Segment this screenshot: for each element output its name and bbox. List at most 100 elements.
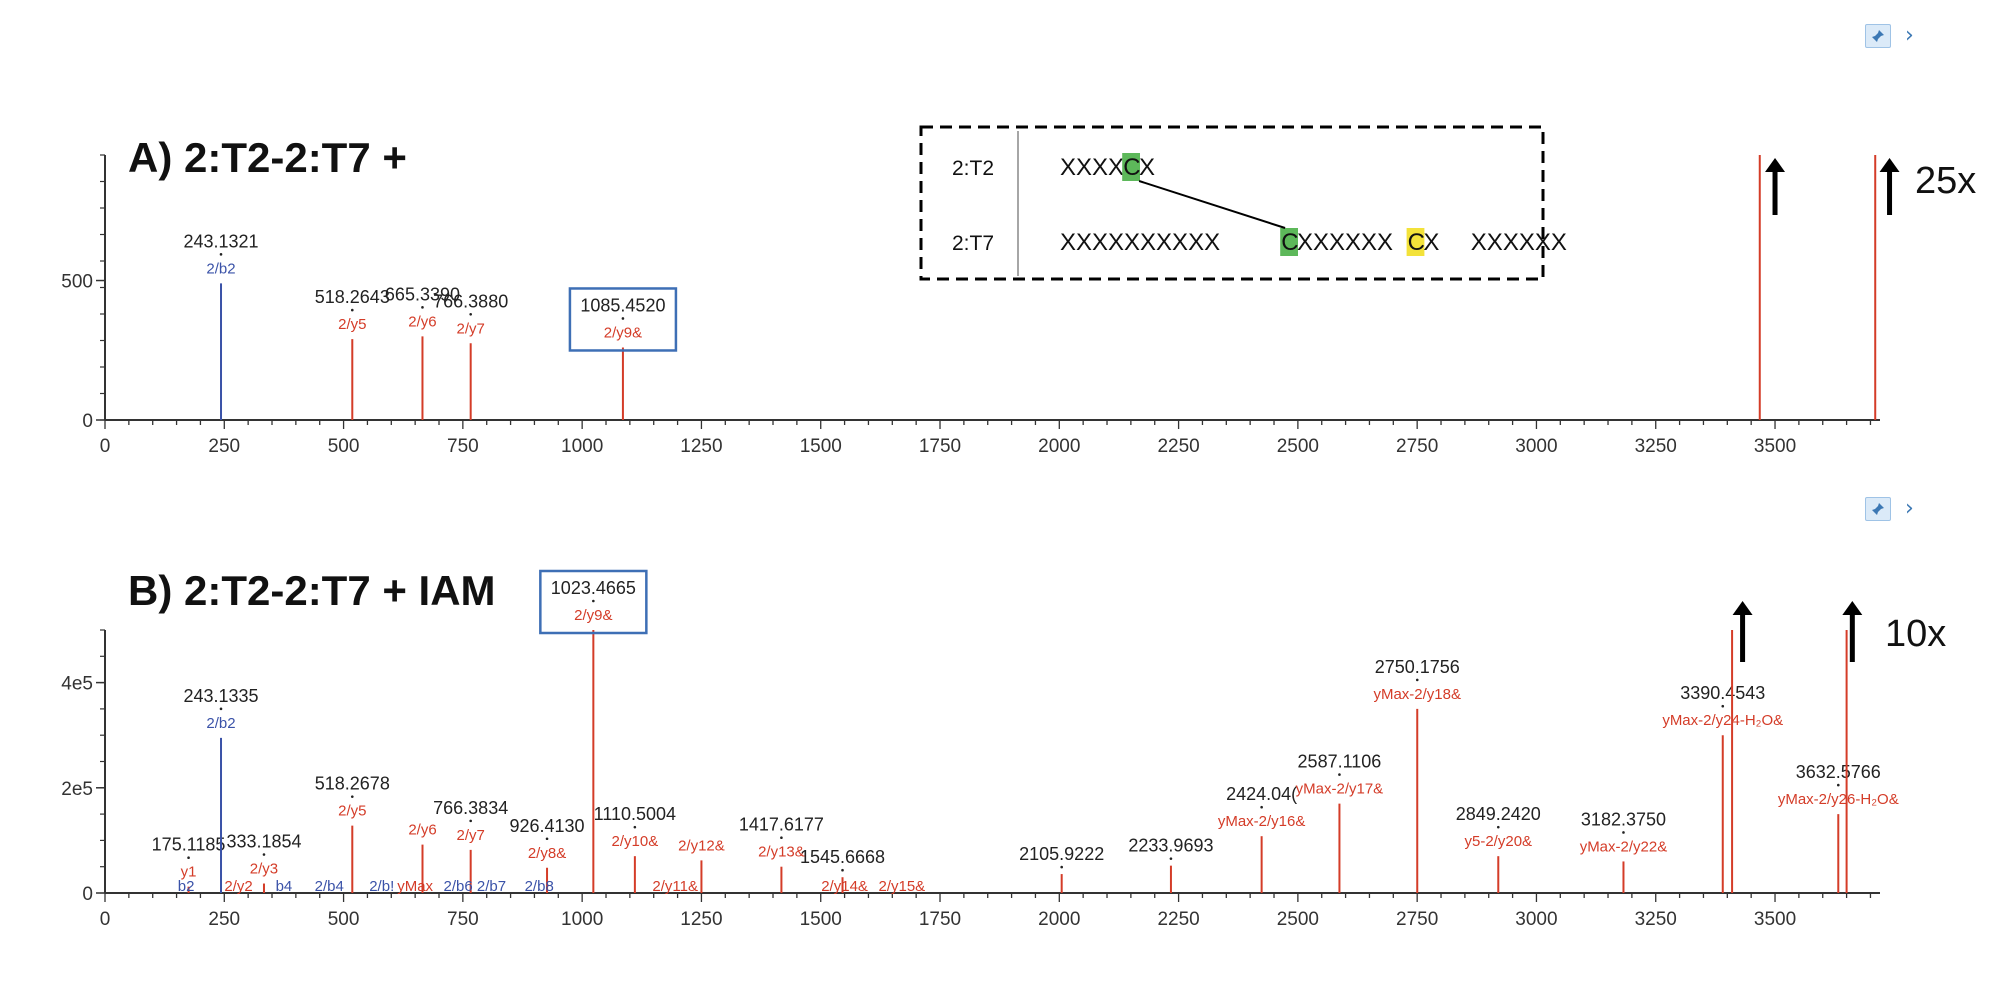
x-tick-label: 1500 (800, 909, 842, 930)
label-tick-dot (187, 856, 190, 859)
pin-icon[interactable] (1865, 24, 1891, 48)
label-tick-dot (469, 819, 472, 823)
label-tick-dot (219, 253, 223, 256)
label-tick-dot (350, 308, 354, 312)
highlight-box (539, 569, 648, 635)
peptide-name: 2:T7 (952, 232, 994, 255)
sequence-segment: XXXX (1060, 154, 1124, 181)
x-tick-label: 500 (328, 436, 360, 457)
x-tick-label: 1000 (561, 909, 603, 930)
disulfide-link (1138, 180, 1286, 229)
ion-label: 2/b6 (443, 878, 472, 895)
panel-a-toolbar: › (1865, 24, 1914, 48)
x-tick-label: 250 (208, 909, 240, 930)
sequence-segment: XXXXXXXXXX (1060, 229, 1220, 256)
y-tick-label: 2e5 (61, 779, 93, 800)
x-tick-label: 0 (100, 909, 111, 930)
label-tick-dot (1338, 773, 1341, 776)
sequence-segment: C (1408, 229, 1425, 256)
x-tick-label: 750 (447, 909, 479, 930)
x-tick-label: 3000 (1515, 909, 1557, 930)
ion-label: y5-2/y20& (1465, 833, 1533, 850)
ion-label: y1 (181, 864, 197, 881)
ion-label: 2/y14& (821, 878, 868, 895)
label-tick-dot (350, 795, 354, 798)
ion-label: yMax-2/y18& (1373, 686, 1461, 703)
ion-label: 2/y15& (878, 878, 925, 895)
mass-label: 2424.04( (1226, 784, 1297, 804)
iam-cys-highlight (1406, 228, 1425, 256)
x-tick-label: 2500 (1277, 436, 1319, 457)
ion-label: 2/y5 (338, 316, 366, 333)
ion-label: 2/y9& (574, 607, 612, 624)
mass-label: 2105.9222 (1019, 844, 1104, 864)
mass-label: 1545.6668 (800, 847, 885, 867)
ion-label: 2/y10& (612, 833, 659, 850)
label-tick-dot (1836, 783, 1840, 787)
mass-label: 1417.6177 (739, 815, 824, 835)
x-tick-label: 3500 (1754, 909, 1796, 930)
ion-label: 2/y9& (604, 324, 642, 341)
y-tick-label: 0 (82, 411, 93, 432)
x-tick-label: 0 (100, 436, 111, 457)
mass-label: 2849.2420 (1456, 804, 1541, 824)
mass-label: 3182.3750 (1581, 809, 1666, 829)
y-tick-label: 500 (61, 272, 93, 293)
x-tick-label: 500 (328, 909, 360, 930)
label-tick-dot (1169, 857, 1173, 860)
up-arrow-head (1732, 601, 1753, 615)
x-tick-label: 250 (208, 436, 240, 457)
ion-label: 2/y11& (652, 878, 698, 895)
x-tick-label: 2750 (1396, 909, 1438, 930)
ion-label: 2/y7 (457, 827, 485, 844)
mass-label: 175.1185 (152, 835, 226, 855)
pin-icon[interactable] (1865, 497, 1891, 521)
crosslinked-cys-highlight (1280, 228, 1298, 256)
ion-label: b4 (276, 878, 293, 895)
ion-label: yMax-2/y17& (1296, 781, 1384, 798)
x-tick-label: 1250 (680, 436, 722, 457)
mass-label: 2750.1756 (1375, 657, 1460, 677)
mass-label: 518.2678 (315, 774, 390, 794)
sequence-segment: C (1281, 229, 1298, 256)
ion-label: 2/y5 (338, 803, 366, 820)
ion-label: 2/b2 (206, 260, 235, 277)
sequence-segment: C (1123, 154, 1140, 181)
mass-label: 926.4130 (509, 816, 584, 836)
ion-label: yMax-2/y26-H₂O& (1778, 791, 1899, 808)
x-tick-label: 1750 (919, 909, 961, 930)
ion-label: 2/b2 (206, 715, 235, 732)
x-tick-label: 3500 (1754, 436, 1796, 457)
ion-label: yMax-2/y24-H₂O& (1662, 712, 1783, 729)
sequence-segment (1218, 229, 1245, 256)
highlight-box (568, 287, 678, 352)
y-tick-label: 4e5 (61, 674, 93, 695)
sequence-segment: XXXXXX (1471, 229, 1567, 256)
ion-label: 2/y7 (457, 320, 485, 337)
mass-label: 3390.4543 (1680, 683, 1765, 703)
chevron-right-icon[interactable]: › (1905, 23, 1914, 48)
x-tick-label: 2250 (1157, 436, 1199, 457)
spectrum-b: B) 2:T2-2:T7 + IAM 0 250 500 750 1000 1250 1500… (61, 567, 1946, 930)
label-tick-dot (219, 707, 223, 711)
spectrum-a: A) 2:T2-2:T7 + 0 250 500 750 1000 1250 1500 1750… (61, 134, 1976, 457)
up-arrow-head (1765, 158, 1786, 172)
label-tick-dot (1622, 831, 1625, 834)
ion-label: yMax (397, 878, 433, 895)
x-tick-label: 1500 (800, 436, 842, 457)
chart-title: B) 2:T2-2:T7 + IAM (128, 567, 496, 614)
ion-label: 2/y12& (678, 837, 725, 854)
label-tick-dot (545, 837, 549, 841)
label-tick-dot (1721, 704, 1725, 708)
ion-label: 2/b7 (477, 878, 506, 895)
scale-note: 10x (1885, 613, 1946, 655)
crosslinked-cys-highlight (1122, 153, 1140, 181)
chevron-right-icon[interactable]: › (1905, 496, 1914, 521)
ion-label: 2/y6 (408, 822, 436, 839)
mass-label: 665.3390 (385, 284, 460, 304)
x-tick-label: 2750 (1396, 436, 1438, 457)
mass-label: 243.1335 (183, 686, 258, 706)
up-arrow-head (1879, 158, 1900, 172)
mass-label: 518.2643 (315, 287, 390, 307)
x-tick-label: 2000 (1038, 909, 1080, 930)
